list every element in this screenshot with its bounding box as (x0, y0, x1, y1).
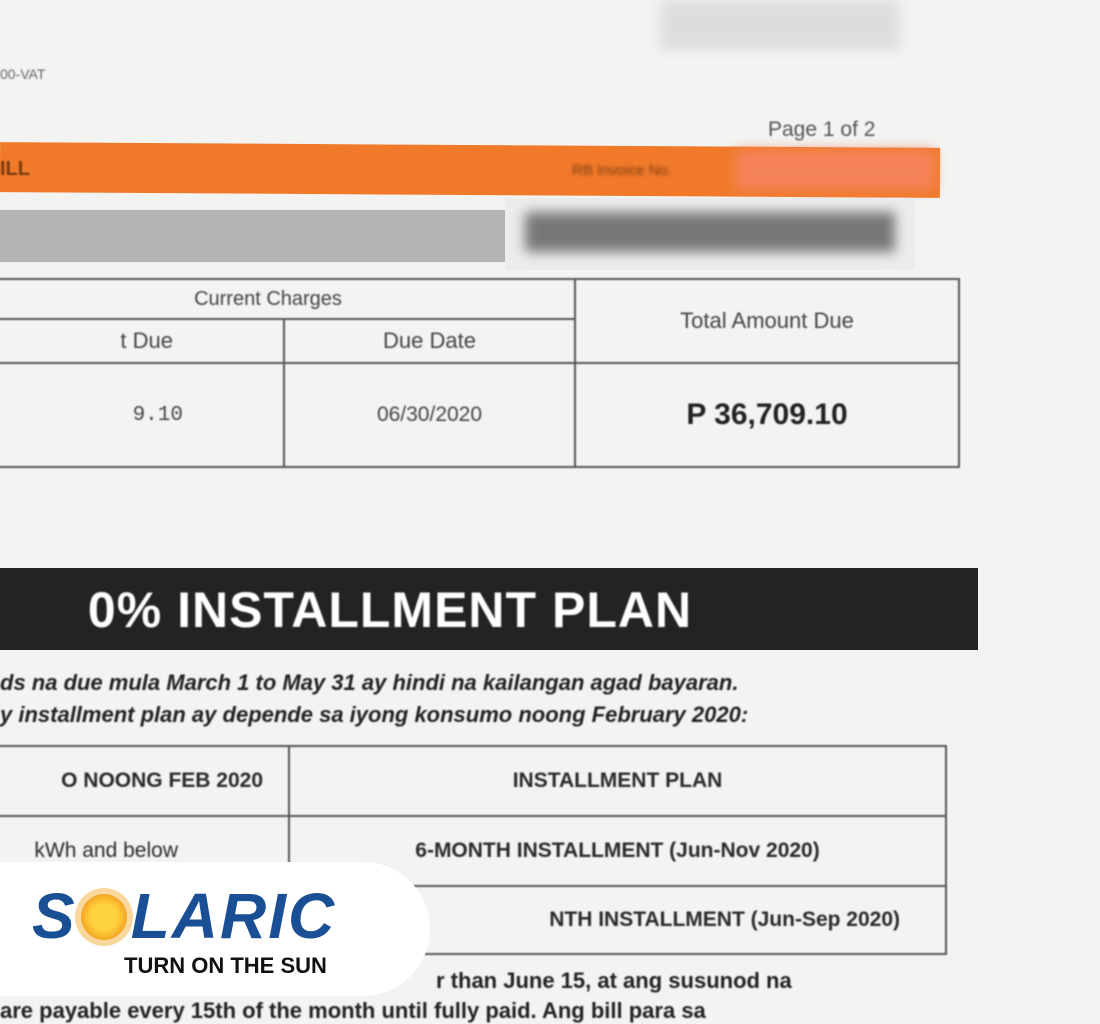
solaric-logo: S LARIC (32, 880, 337, 952)
bill-title: ILL (0, 158, 30, 180)
charges-table: Current Charges Total Amount Due t Due D… (0, 278, 960, 468)
redacted-invoice-number (735, 150, 935, 190)
installment-banner (0, 568, 978, 650)
paragraph-line-2: y installment plan ay depende sa iyong k… (0, 702, 749, 727)
redacted-top-block (660, 0, 900, 50)
sun-icon (80, 894, 127, 940)
vat-text: 00-VAT (0, 66, 46, 82)
total-amount-due-value: P 36,709.10 (574, 362, 960, 468)
amount-due-value: 9.10 (0, 362, 285, 468)
gray-bar (0, 210, 505, 262)
plan-header-plan: INSTALLMENT PLAN (288, 745, 947, 817)
invoice-label: RB Invoice No. (572, 162, 673, 179)
due-date-header: Due Date (283, 318, 576, 364)
solaric-logo-card (0, 862, 430, 996)
installment-banner-title: 0% INSTALLMENT PLAN (87, 582, 693, 638)
current-charges-header: Current Charges (0, 278, 576, 320)
redacted-account-name (525, 212, 895, 252)
paragraph-line-1: ds na due mula March 1 to May 31 ay hind… (0, 670, 739, 695)
logo-tagline: TURN ON THE SUN (124, 953, 327, 978)
amount-due-header: t Due (0, 318, 285, 364)
due-date-value: 06/30/2020 (283, 362, 576, 468)
page-indicator: Page 1 of 2 (768, 118, 876, 141)
footer-line-1: r than June 15, at ang susunod na (436, 968, 792, 993)
plan-header-consumption: O NOONG FEB 2020 (0, 745, 290, 817)
footer-line-2: are payable every 15th of the month unti… (0, 998, 706, 1023)
total-amount-due-header: Total Amount Due (574, 278, 960, 364)
